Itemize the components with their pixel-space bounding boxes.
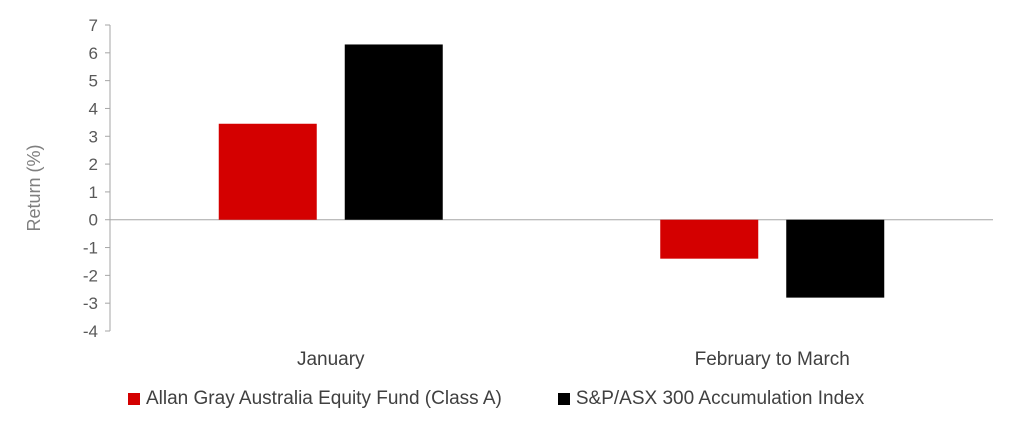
x-category-label: February to March: [695, 349, 850, 370]
x-axis-labels: January February to March: [297, 349, 850, 370]
bar-index-0: [344, 44, 443, 220]
y-tick-label: 7: [89, 16, 98, 35]
legend-label-fund: Allan Gray Australia Equity Fund (Class …: [146, 388, 502, 409]
bar-chart: Return (%) 7 6 5 4 3 2 1 0 -1 -2 -3 -4 January Febru…: [24, 16, 993, 370]
y-tick-label: 5: [89, 72, 98, 91]
y-tick-label: 2: [89, 155, 98, 174]
bars: [218, 44, 885, 298]
y-tick-label: 1: [89, 183, 98, 202]
y-tick-label: 6: [89, 44, 98, 63]
legend-swatch-index: [557, 393, 570, 405]
x-category-label: January: [297, 349, 365, 370]
legend-item-index: S&P/ASX 300 Accumulation Index: [557, 388, 865, 410]
y-tick-label: 4: [89, 99, 98, 118]
y-tick-label: -3: [83, 294, 98, 313]
bar-fund-0: [218, 123, 317, 220]
legend: Allan Gray Australia Equity Fund (Class …: [128, 388, 920, 410]
legend-item-fund: Allan Gray Australia Equity Fund (Class …: [128, 388, 502, 410]
axes: 7 6 5 4 3 2 1 0 -1 -2 -3 -4: [83, 16, 993, 341]
legend-label-index: S&P/ASX 300 Accumulation Index: [575, 388, 865, 409]
y-tick-label: 0: [89, 211, 98, 230]
bar-fund-1: [660, 219, 759, 259]
y-tick-label: -4: [83, 322, 98, 341]
y-axis-title: Return (%): [24, 144, 44, 231]
bar-index-1: [786, 219, 885, 298]
y-tick-label: -2: [83, 266, 98, 285]
legend-swatch-fund: [128, 393, 140, 405]
y-tick-label: 3: [89, 127, 98, 146]
y-tick-label: -1: [83, 239, 98, 258]
